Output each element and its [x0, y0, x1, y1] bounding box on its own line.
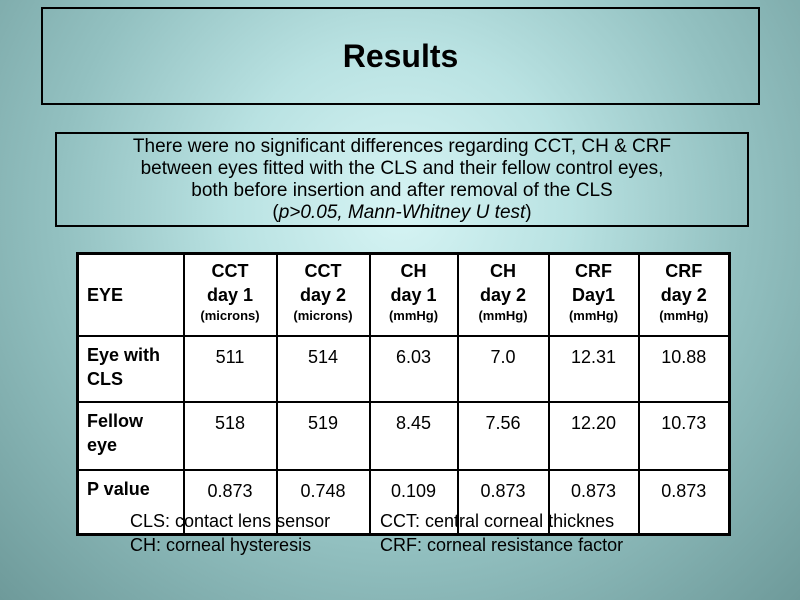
abbrev-cct: CCT: central corneal thicknes: [380, 511, 615, 531]
cell-value: 514: [275, 335, 371, 403]
cell-value: 511: [182, 335, 278, 403]
cell-value: 10.88: [637, 335, 731, 403]
abbrev-ch: CH: corneal hysteresis: [130, 535, 312, 555]
cell-value: 12.31: [547, 335, 640, 403]
cell-value: 7.56: [456, 401, 550, 471]
results-table: EYE CCT day 1 (microns) CCT day 2 (microns) …: [76, 252, 731, 536]
cell-value: 0.748: [275, 469, 371, 536]
table-row: P value 0.873 0.748 0.109 0.873 0.873 0.…: [76, 469, 731, 536]
summary-line-4: (p>0.05, Mann-Whitney U test): [57, 202, 747, 224]
abbreviations-footer: CLS: contact lens sensor CCT: central co…: [130, 509, 623, 557]
cell-value: 0.109: [368, 469, 459, 536]
cell-value: 8.45: [368, 401, 459, 471]
header-cct-day2: CCT day 2 (microns): [275, 252, 371, 337]
summary-line-1: There were no significant differences re…: [132, 136, 672, 157]
cell-value: 7.0: [456, 335, 550, 403]
abbrev-crf: CRF: corneal resistance factor: [380, 535, 624, 555]
row-label-fellow-eye: Fellow eye: [76, 401, 185, 471]
header-crf-day1: CRF Day1 (mmHg): [547, 252, 640, 337]
header-eye: EYE: [76, 252, 185, 337]
header-ch-day2: CH day 2 (mmHg): [456, 252, 550, 337]
table-header-row: EYE CCT day 1 (microns) CCT day 2 (microns) …: [76, 252, 731, 337]
cell-value: 519: [275, 401, 371, 471]
cell-value: 0.873: [637, 469, 731, 536]
cell-value: 0.873: [182, 469, 278, 536]
summary-line-3: both before insertion and after removal …: [191, 180, 613, 201]
table-row: Fellow eye 518 519 8.45 7.56 12.20 10.73: [76, 401, 731, 471]
header-ch-day1: CH day 1 (mmHg): [368, 252, 459, 337]
header-crf-day2: CRF day 2 (mmHg): [637, 252, 731, 337]
cell-value: 6.03: [368, 335, 459, 403]
summary-paren-open: (: [272, 202, 279, 223]
cell-value: 518: [182, 401, 278, 471]
title-box: Results: [41, 7, 760, 105]
table-row: Eye with CLS 511 514 6.03 7.0 12.31 10.88: [76, 335, 731, 403]
cell-value: 0.873: [547, 469, 640, 536]
summary-box: There were no significant differences re…: [55, 132, 749, 227]
header-cct-day1: CCT day 1 (microns): [182, 252, 278, 337]
cell-value: 10.73: [637, 401, 731, 471]
summary-stat-test: p>0.05, Mann-Whitney U test: [278, 202, 526, 223]
abbrev-cls: CLS: contact lens sensor: [130, 511, 331, 531]
summary-line-2: between eyes fitted with the CLS and the…: [140, 158, 664, 179]
slide-title: Results: [342, 37, 459, 74]
summary-paren-close: ): [525, 202, 532, 223]
cell-value: 12.20: [547, 401, 640, 471]
row-label-eye-with-cls: Eye with CLS: [76, 335, 185, 403]
cell-value: 0.873: [456, 469, 550, 536]
row-label-p-value: P value: [76, 469, 185, 536]
